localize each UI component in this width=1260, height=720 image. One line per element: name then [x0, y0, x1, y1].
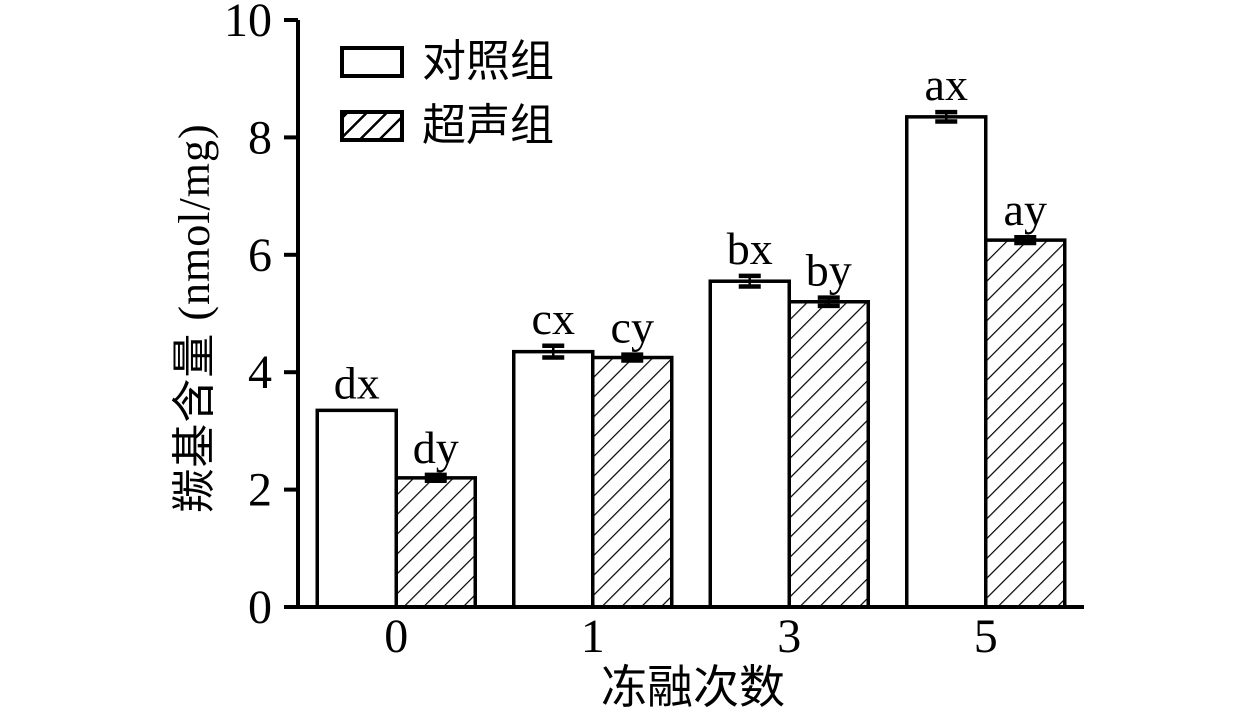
x-tick-label: 5 — [974, 610, 998, 663]
y-tick-label: 10 — [224, 0, 272, 47]
bar-cy — [591, 355, 674, 609]
bar-label: cy — [611, 302, 654, 353]
y-axis-title: 羰基含量 (nmol/mg) — [170, 123, 219, 513]
legend-swatch-solid-icon — [340, 46, 404, 78]
y-tick-label: 0 — [248, 581, 272, 634]
legend-item-control: 对照组 — [340, 40, 554, 84]
bar-label: cx — [532, 293, 575, 344]
y-tick-label: 8 — [248, 111, 272, 164]
legend: 对照组 超声组 — [340, 40, 554, 168]
bar-label: bx — [727, 223, 773, 274]
x-tick-label: 1 — [581, 610, 605, 663]
y-tick-label: 4 — [248, 346, 272, 399]
legend-label-ultrasound: 超声组 — [422, 101, 554, 150]
x-axis-title: 冻融次数 — [601, 662, 785, 713]
bar-dx — [315, 408, 398, 609]
bar-ay — [984, 238, 1067, 609]
bar-label: ax — [925, 59, 968, 110]
legend-item-ultrasound: 超声组 — [340, 104, 554, 148]
x-tick-label: 3 — [777, 610, 801, 663]
y-tick-label: 2 — [248, 464, 272, 517]
bar-ax — [905, 115, 988, 609]
bar-label: dx — [334, 357, 380, 408]
bar-label: by — [806, 245, 852, 296]
bar-bx — [708, 279, 791, 609]
legend-label-control: 对照组 — [422, 37, 554, 86]
bar-dy — [394, 476, 477, 609]
y-tick-label: 6 — [248, 229, 272, 282]
bar-cx — [512, 349, 595, 609]
x-tick-label: 0 — [384, 610, 408, 663]
bar-label: ay — [1004, 184, 1047, 235]
legend-swatch-hatch-icon — [340, 110, 404, 142]
bar-label: dy — [413, 422, 459, 473]
bar-by — [787, 300, 870, 609]
